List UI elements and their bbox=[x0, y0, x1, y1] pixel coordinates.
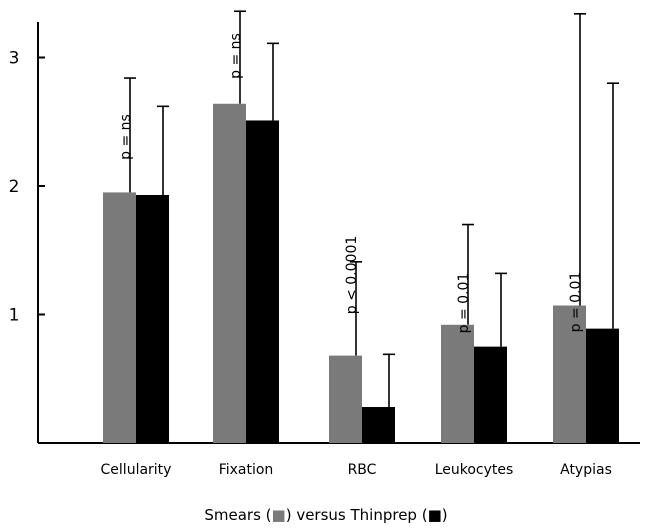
x-labels: Cellularity Fixation RBC Leukocytes Atypias bbox=[101, 462, 612, 478]
legend-swatch-thinprep: ■ bbox=[428, 506, 442, 524]
bar-thinprep bbox=[362, 407, 395, 443]
p-value-annotation: p < 0.0001 bbox=[344, 236, 360, 315]
bar-smears bbox=[553, 305, 586, 443]
p-value-annotation: p = 0.01 bbox=[456, 273, 472, 334]
y-tick-label: 3 bbox=[9, 49, 20, 69]
legend-text-part-1: Smears ( bbox=[204, 506, 271, 524]
y-axis: 1 2 3 bbox=[9, 22, 45, 443]
bar-thinprep bbox=[136, 194, 169, 443]
y-ticks: 1 2 3 bbox=[9, 49, 45, 326]
p-value-annotation: p = ns bbox=[118, 114, 134, 160]
x-category-label: RBC bbox=[348, 462, 377, 478]
legend: Smears (■) versus Thinprep (■) bbox=[204, 506, 447, 524]
x-category-label: Leukocytes bbox=[435, 462, 514, 478]
bars bbox=[103, 103, 619, 443]
annotations: p = ns p = ns p < 0.0001 p = 0.01 p = 0.01 bbox=[118, 33, 584, 333]
x-category-label: Cellularity bbox=[101, 462, 172, 478]
bar-smears bbox=[213, 103, 246, 443]
bar-thinprep bbox=[246, 120, 279, 443]
x-axis: Cellularity Fixation RBC Leukocytes Atypias bbox=[38, 442, 640, 478]
p-value-annotation: p = ns bbox=[228, 33, 244, 79]
p-value-annotation: p = 0.01 bbox=[568, 272, 584, 333]
x-category-label: Fixation bbox=[219, 462, 274, 478]
legend-text-part-3: ) bbox=[442, 506, 448, 524]
bar-thinprep bbox=[586, 328, 619, 443]
bar-smears bbox=[329, 355, 362, 443]
bar-smears bbox=[441, 324, 474, 443]
x-category-label: Atypias bbox=[560, 462, 612, 478]
legend-text-part-2: ) versus Thinprep ( bbox=[286, 506, 428, 524]
error-bars bbox=[124, 10, 619, 408]
y-tick-label: 2 bbox=[9, 177, 20, 197]
legend-swatch-smears: ■ bbox=[272, 506, 286, 524]
bar-thinprep bbox=[474, 346, 507, 443]
y-tick-label: 1 bbox=[9, 306, 20, 326]
bar-smears bbox=[103, 192, 136, 443]
